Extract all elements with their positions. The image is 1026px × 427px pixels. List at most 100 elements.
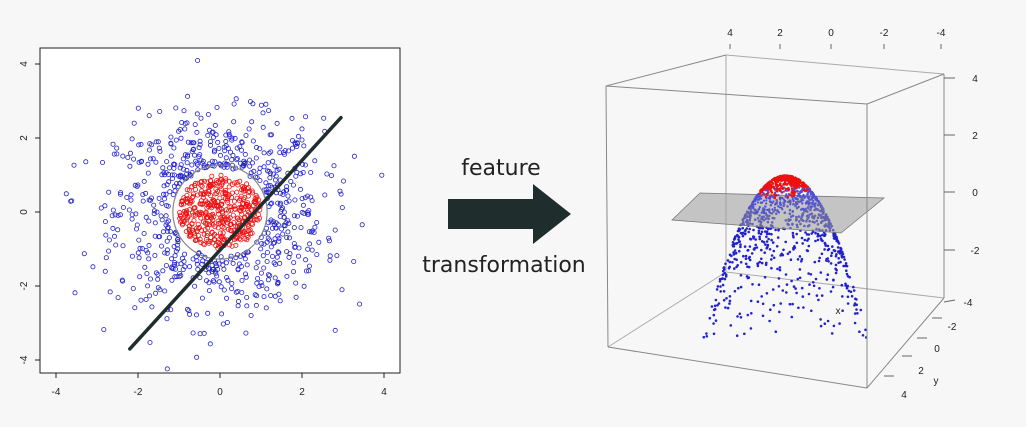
outer-class-point bbox=[272, 293, 278, 299]
outer-class-point bbox=[286, 220, 292, 226]
outer-class-point bbox=[184, 306, 190, 312]
outer-class-point bbox=[314, 219, 320, 225]
outer-class-point bbox=[284, 273, 290, 279]
cone-point bbox=[736, 264, 739, 267]
outer-class-point bbox=[106, 237, 112, 243]
cone-point bbox=[749, 299, 753, 303]
inner-class-point bbox=[242, 236, 248, 242]
outer-class-point bbox=[71, 162, 77, 168]
outer-class-point bbox=[258, 280, 264, 286]
inner-class-point bbox=[229, 243, 235, 249]
cone-point bbox=[757, 231, 761, 235]
y-axis-label: y bbox=[934, 376, 939, 387]
cone-point bbox=[792, 199, 795, 202]
cone-point bbox=[853, 321, 857, 325]
cone-point bbox=[840, 283, 844, 287]
cone-point bbox=[861, 334, 865, 337]
inner-class-point bbox=[214, 190, 220, 196]
outer-class-point bbox=[160, 268, 166, 274]
cone-point bbox=[716, 304, 719, 307]
cone-point bbox=[807, 190, 810, 193]
inner-class-point bbox=[218, 215, 224, 221]
cone-point bbox=[786, 195, 790, 199]
outer-class-point bbox=[316, 239, 322, 245]
outer-class-point bbox=[275, 279, 281, 285]
outer-class-point bbox=[217, 152, 223, 158]
outer-class-point bbox=[110, 207, 116, 213]
cone-point bbox=[764, 195, 768, 199]
outer-class-point bbox=[135, 105, 141, 111]
cone-point bbox=[771, 241, 775, 244]
outer-class-point bbox=[189, 149, 195, 155]
outer-class-point bbox=[206, 280, 212, 286]
cone-point bbox=[798, 268, 802, 271]
outer-class-point bbox=[120, 153, 126, 159]
cone-point bbox=[767, 181, 771, 184]
outer-class-point bbox=[218, 284, 224, 290]
outer-class-point bbox=[151, 211, 157, 217]
inner-class-point bbox=[224, 195, 230, 201]
cone-point bbox=[723, 277, 727, 281]
outer-class-point bbox=[276, 291, 282, 297]
cone-point bbox=[769, 308, 772, 312]
outer-class-point bbox=[250, 138, 256, 144]
outer-class-point bbox=[136, 159, 142, 165]
cone-point bbox=[747, 276, 751, 279]
right-tick-label: -2 bbox=[971, 246, 980, 257]
cone-point bbox=[744, 257, 748, 261]
outer-class-point bbox=[286, 235, 292, 241]
cone-point bbox=[764, 205, 767, 208]
outer-class-point bbox=[244, 262, 250, 268]
outer-class-point bbox=[229, 162, 235, 168]
outer-class-point bbox=[243, 132, 249, 138]
cone-point bbox=[763, 251, 766, 254]
inner-class-point bbox=[256, 215, 262, 221]
inner-class-point bbox=[200, 241, 206, 247]
cone-point bbox=[719, 285, 722, 288]
outer-class-point bbox=[219, 311, 225, 317]
cone-point bbox=[856, 312, 859, 315]
cone-point bbox=[784, 240, 787, 244]
x-tick-label: 4 bbox=[381, 387, 387, 398]
cone-point bbox=[753, 248, 756, 251]
outer-class-point bbox=[210, 134, 216, 140]
outer-class-point bbox=[153, 159, 159, 165]
outer-class-point bbox=[256, 283, 262, 289]
inner-class-point bbox=[187, 207, 193, 213]
cone-point bbox=[758, 198, 761, 201]
outer-class-point bbox=[144, 271, 150, 277]
cone-point bbox=[813, 203, 816, 206]
cone-point bbox=[774, 202, 777, 205]
inner-class-point bbox=[236, 217, 242, 223]
outer-class-point bbox=[351, 258, 357, 264]
outer-class-point bbox=[272, 177, 278, 183]
inner-class-point bbox=[195, 232, 201, 238]
cone-point bbox=[788, 200, 791, 203]
outer-class-point bbox=[138, 297, 144, 303]
cone-point bbox=[744, 262, 748, 266]
inner-class-point bbox=[216, 243, 222, 249]
cube-front-edges bbox=[605, 54, 945, 389]
cone-point bbox=[816, 235, 819, 238]
cone-point bbox=[770, 254, 774, 257]
inner-class-point bbox=[244, 186, 250, 192]
outer-class-point bbox=[277, 150, 283, 156]
y-tick-label: -4 bbox=[19, 355, 30, 364]
cone-point bbox=[846, 295, 850, 299]
outer-class-point bbox=[252, 292, 258, 298]
cone-point bbox=[761, 201, 764, 204]
outer-class-point bbox=[235, 266, 241, 272]
cone-point bbox=[783, 186, 786, 189]
cone-point bbox=[810, 309, 813, 313]
cone-point bbox=[835, 253, 838, 256]
inner-class-point bbox=[206, 240, 212, 246]
inner-class-point bbox=[199, 201, 205, 207]
cone-point bbox=[754, 238, 757, 241]
cone-point bbox=[845, 272, 849, 276]
outer-class-point bbox=[267, 273, 273, 279]
outer-class-point bbox=[294, 143, 300, 149]
cone-point bbox=[795, 241, 799, 245]
cone-point bbox=[737, 235, 740, 238]
cone-point bbox=[778, 197, 782, 200]
cone-point bbox=[743, 245, 747, 248]
